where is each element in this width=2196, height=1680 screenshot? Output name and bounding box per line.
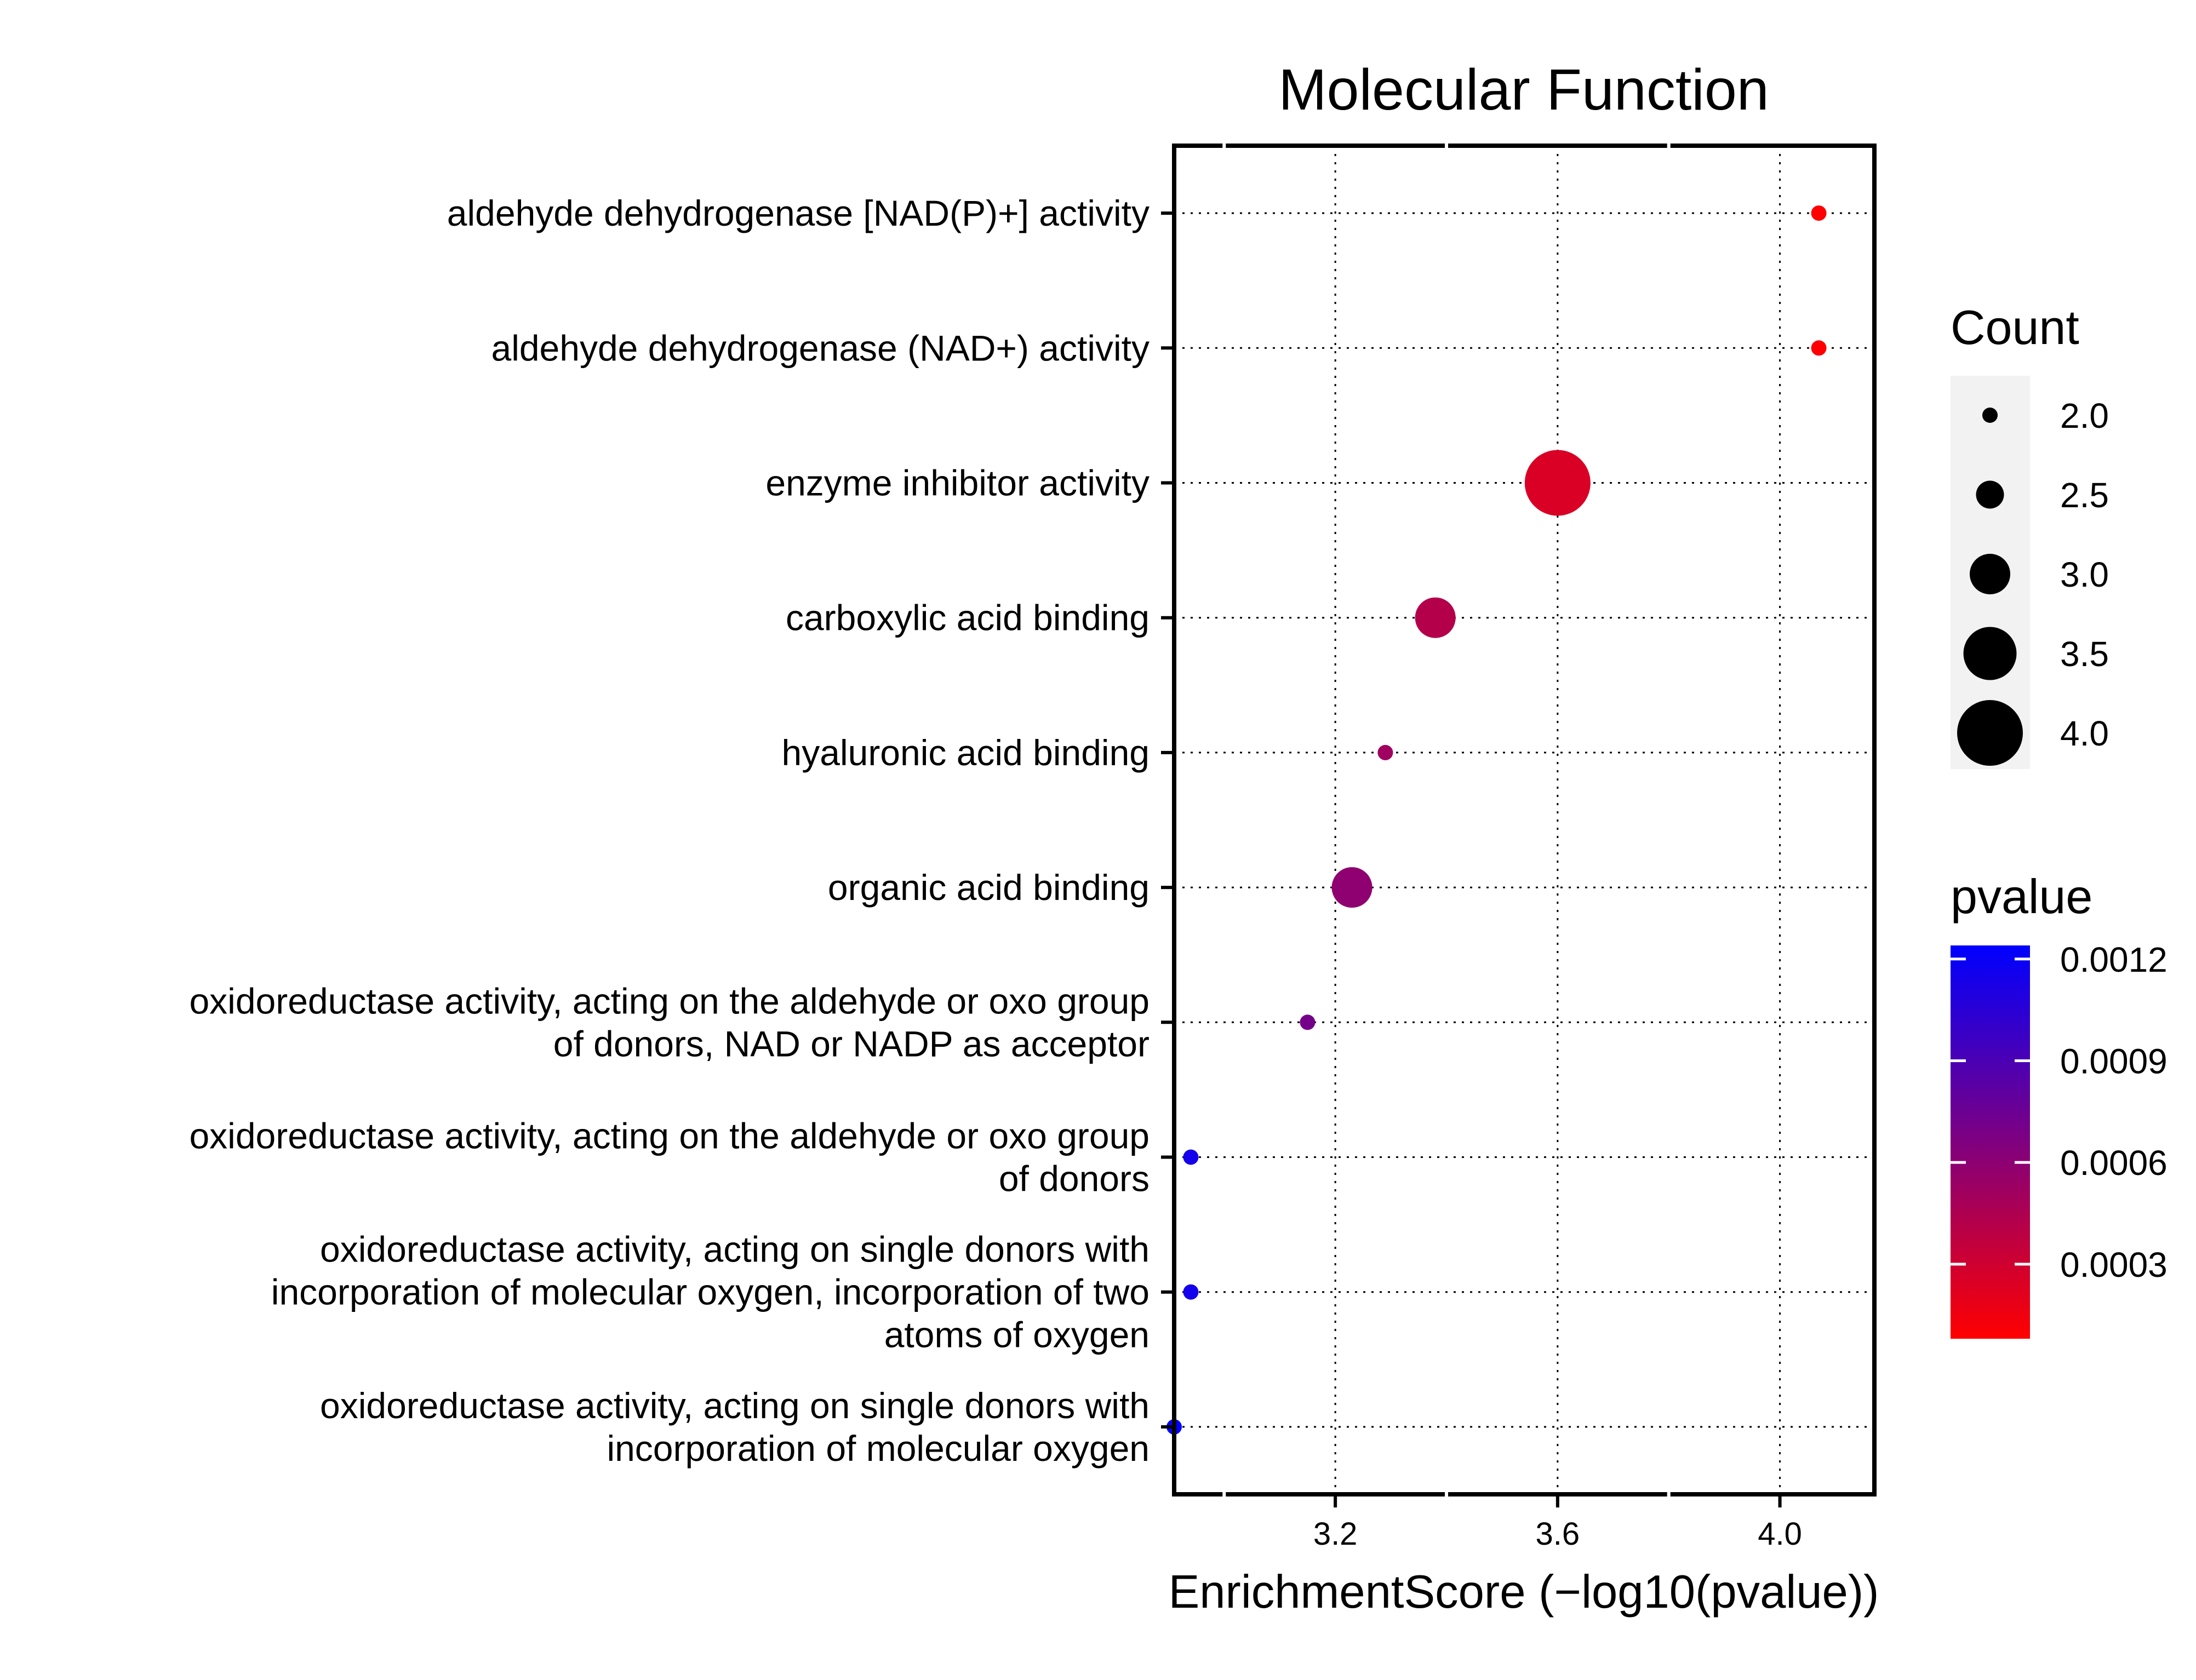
- data-point: [1811, 205, 1827, 221]
- category-label: oxidoreductase activity, acting on the a…: [189, 1116, 1150, 1199]
- data-point: [1331, 867, 1372, 908]
- pvalue-legend: pvalue 0.0012 0.0009 0.0006 0.0003: [1951, 869, 2168, 1339]
- data-point: [1183, 1149, 1199, 1165]
- count-legend-key: [1963, 627, 2017, 680]
- category-label-line: enzyme inhibitor activity: [765, 463, 1150, 503]
- count-legend-label: 4.0: [2060, 714, 2109, 753]
- pvalue-legend-label: 0.0006: [2060, 1143, 2168, 1183]
- data-point: [1377, 744, 1393, 760]
- x-tick-label: 3.2: [1313, 1516, 1358, 1552]
- count-legend: Count 2.0 2.5 3.0 3.5 4.0: [1951, 300, 2109, 769]
- category-label-line: incorporation of molecular oxygen, incor…: [271, 1272, 1150, 1312]
- category-label-line: oxidoreductase activity, acting on the a…: [189, 1116, 1150, 1156]
- category-label-line: of donors: [999, 1159, 1150, 1199]
- category-label-line: incorporation of molecular oxygen: [607, 1428, 1150, 1469]
- count-legend-key: [1970, 554, 2010, 594]
- category-label-line: organic acid binding: [828, 867, 1150, 908]
- category-label-line: carboxylic acid binding: [786, 598, 1150, 638]
- category-label-line: aldehyde dehydrogenase [NAD(P)+] activit…: [447, 193, 1150, 233]
- category-label: enzyme inhibitor activity: [765, 463, 1150, 503]
- data-point: [1183, 1284, 1199, 1300]
- pvalue-legend-label: 0.0012: [2060, 940, 2168, 979]
- pvalue-colorbar: [1951, 945, 2030, 1339]
- category-label: hyaluronic acid binding: [782, 732, 1150, 773]
- category-label: oxidoreductase activity, acting on singl…: [271, 1229, 1150, 1355]
- category-label: organic acid binding: [828, 867, 1150, 908]
- category-label-line: aldehyde dehydrogenase (NAD+) activity: [491, 328, 1150, 368]
- data-point: [1415, 597, 1456, 638]
- count-legend-title: Count: [1951, 300, 2079, 354]
- category-label-line: atoms of oxygen: [884, 1315, 1150, 1355]
- x-tick-label: 4.0: [1758, 1516, 1802, 1552]
- count-legend-label: 3.0: [2060, 555, 2109, 594]
- category-label: aldehyde dehydrogenase [NAD(P)+] activit…: [447, 193, 1150, 233]
- count-legend-label: 2.5: [2060, 475, 2109, 515]
- count-legend-label: 2.0: [2060, 396, 2109, 435]
- x-axis-title: EnrichmentScore (−log10(pvalue)): [1169, 1566, 1879, 1618]
- category-label-line: oxidoreductase activity, acting on the a…: [189, 981, 1150, 1021]
- count-legend-key: [1976, 480, 2004, 509]
- count-legend-label: 3.5: [2060, 634, 2109, 674]
- pvalue-legend-label: 0.0009: [2060, 1041, 2168, 1081]
- category-label: aldehyde dehydrogenase (NAD+) activity: [491, 328, 1150, 368]
- data-point: [1300, 1014, 1316, 1030]
- x-axis: 3.2 3.6 4.0: [1222, 142, 1802, 1552]
- data-points: [1166, 205, 1827, 1435]
- category-label-line: oxidoreductase activity, acting on singl…: [320, 1229, 1150, 1270]
- chart-title: Molecular Function: [1278, 58, 1769, 122]
- grid-lines: [1174, 146, 1874, 1494]
- category-label-line: oxidoreductase activity, acting on singl…: [320, 1385, 1150, 1426]
- category-label-line: hyaluronic acid binding: [782, 732, 1150, 773]
- data-point: [1524, 450, 1591, 516]
- count-legend-key: [1957, 700, 2023, 766]
- pvalue-legend-title: pvalue: [1951, 869, 2092, 924]
- pvalue-legend-label: 0.0003: [2060, 1245, 2168, 1285]
- category-label: oxidoreductase activity, acting on singl…: [320, 1385, 1150, 1469]
- x-tick-label: 3.6: [1536, 1516, 1580, 1552]
- category-label: oxidoreductase activity, acting on the a…: [189, 981, 1150, 1064]
- plot-panel-border: [1172, 144, 1877, 1496]
- count-legend-key: [1982, 408, 1998, 423]
- category-label-line: of donors, NAD or NADP as acceptor: [553, 1023, 1150, 1064]
- y-axis: aldehyde dehydrogenase [NAD(P)+] activit…: [189, 193, 1174, 1469]
- data-point: [1811, 340, 1827, 356]
- category-label: carboxylic acid binding: [786, 598, 1150, 638]
